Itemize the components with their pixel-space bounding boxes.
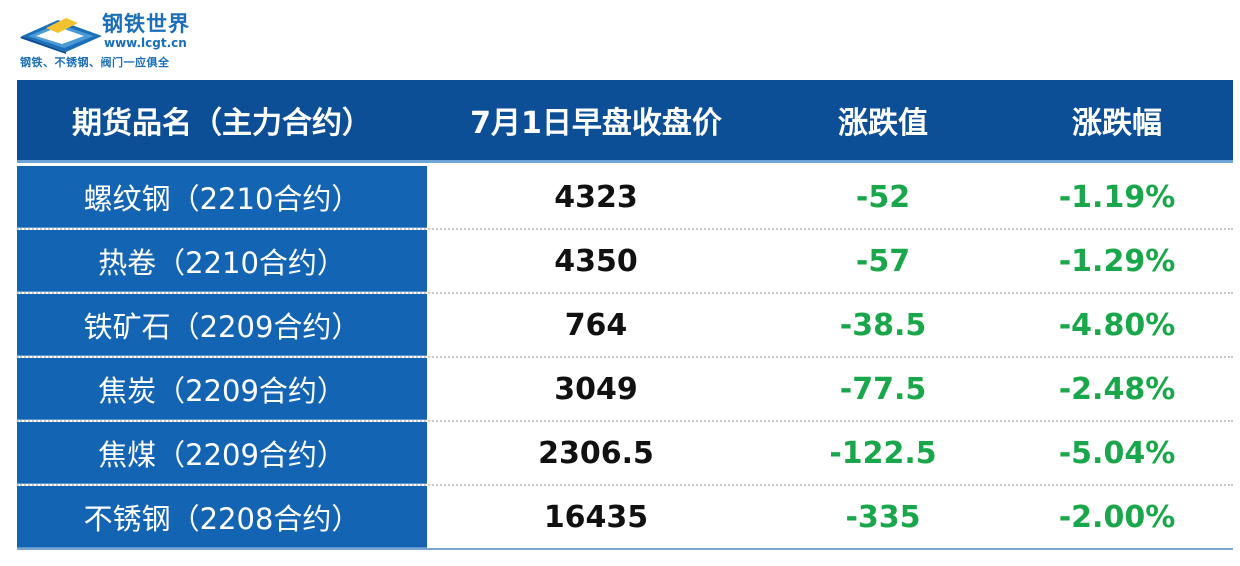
- close-price: 4350: [427, 230, 765, 292]
- change-value: -52: [765, 166, 1001, 228]
- futures-table: 期货品名（主力合约） 7月1日早盘收盘价 涨跌值 涨跌幅 螺纹钢（2210合约）…: [17, 80, 1233, 550]
- close-price: 764: [427, 294, 765, 356]
- logo-slogan: 钢铁、不锈钢、阀门一应俱全: [20, 56, 170, 69]
- change-value: -77.5: [765, 358, 1001, 420]
- table-row: 热卷（2210合约） 4350 -57 -1.29%: [17, 230, 1233, 294]
- header-close-price: 7月1日早盘收盘价: [470, 106, 722, 141]
- change-value: -57: [765, 230, 1001, 292]
- table-body: 螺纹钢（2210合约） 4323 -52 -1.19% 热卷（2210合约） 4…: [17, 166, 1233, 550]
- product-name: 热卷（2210合约）: [17, 230, 427, 292]
- logo-title: 钢铁世界: [102, 12, 190, 36]
- product-name: 焦煤（2209合约）: [17, 422, 427, 484]
- table-row: 不锈钢（2208合约） 16435 -335 -2.00%: [17, 486, 1233, 550]
- change-percent: -2.00%: [1001, 486, 1233, 548]
- product-name: 铁矿石（2209合约）: [17, 294, 427, 356]
- table-row: 螺纹钢（2210合约） 4323 -52 -1.19%: [17, 166, 1233, 230]
- logo-url: www.lcgt.cn: [104, 36, 187, 50]
- close-price: 2306.5: [427, 422, 765, 484]
- header-change-percent: 涨跌幅: [1072, 106, 1162, 141]
- change-value: -122.5: [765, 422, 1001, 484]
- change-percent: -5.04%: [1001, 422, 1233, 484]
- change-value: -335: [765, 486, 1001, 548]
- change-percent: -1.19%: [1001, 166, 1233, 228]
- close-price: 3049: [427, 358, 765, 420]
- table-row: 焦煤（2209合约） 2306.5 -122.5 -5.04%: [17, 422, 1233, 486]
- close-price: 16435: [427, 486, 765, 548]
- change-percent: -4.80%: [1001, 294, 1233, 356]
- product-name: 螺纹钢（2210合约）: [17, 166, 427, 228]
- product-name: 不锈钢（2208合约）: [17, 486, 427, 548]
- change-percent: -1.29%: [1001, 230, 1233, 292]
- header-change-value: 涨跌值: [838, 106, 928, 141]
- change-value: -38.5: [765, 294, 1001, 356]
- logo-mark-icon: [20, 18, 102, 54]
- table-row: 铁矿石（2209合约） 764 -38.5 -4.80%: [17, 294, 1233, 358]
- logo: 钢铁世界 www.lcgt.cn 钢铁、不锈钢、阀门一应俱全: [18, 6, 238, 72]
- table-header: 期货品名（主力合约） 7月1日早盘收盘价 涨跌值 涨跌幅: [17, 80, 1233, 163]
- product-name: 焦炭（2209合约）: [17, 358, 427, 420]
- table-row: 焦炭（2209合约） 3049 -77.5 -2.48%: [17, 358, 1233, 422]
- change-percent: -2.48%: [1001, 358, 1233, 420]
- header-product-name: 期货品名（主力合约）: [72, 106, 372, 141]
- close-price: 4323: [427, 166, 765, 228]
